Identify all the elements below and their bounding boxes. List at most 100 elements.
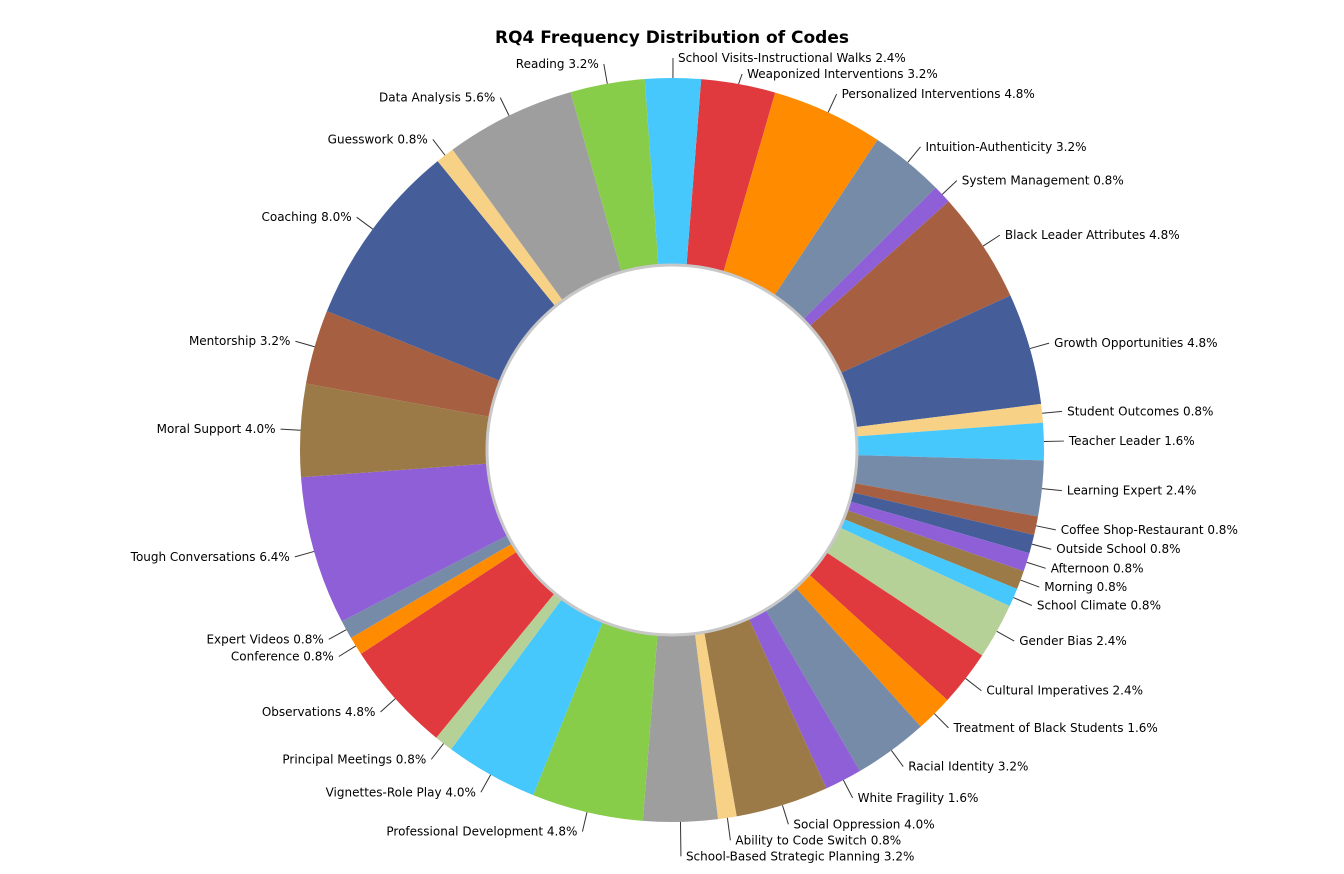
slice-reading bbox=[570, 79, 659, 273]
slice-label-name: School Visits-Instructional Walks bbox=[678, 51, 872, 65]
slice-label-value: 3.2% bbox=[256, 334, 290, 348]
slice-label-value: 4.8% bbox=[543, 825, 577, 839]
slice-label-name: Moral Support bbox=[157, 422, 242, 436]
leader-line-school-climate bbox=[1013, 597, 1033, 606]
slice-label-value: 1.6% bbox=[944, 791, 978, 805]
slice-label-value: 3.2% bbox=[880, 849, 914, 863]
leader-line-ability-to-code-switch bbox=[726, 817, 731, 841]
leader-line-guesswork bbox=[432, 139, 446, 156]
slice-label-data-analysis: Data Analysis 5.6% bbox=[379, 91, 495, 105]
slice-label-system-management: System Management 0.8% bbox=[962, 174, 1124, 188]
leader-line-mentorship bbox=[295, 340, 315, 348]
slice-label-value: 4.8% bbox=[1183, 336, 1217, 350]
slice-label-value: 0.8% bbox=[289, 632, 323, 646]
slice-label-name: Black Leader Attributes bbox=[1005, 228, 1145, 242]
slice-label-name: Growth Opportunities bbox=[1054, 336, 1183, 350]
slice-school-climate bbox=[839, 519, 1018, 607]
slice-label-value: 4.8% bbox=[341, 705, 375, 719]
leader-line-moral-support bbox=[280, 428, 301, 431]
slice-racial-identity bbox=[765, 587, 921, 772]
slice-label-name: Social Oppression bbox=[793, 817, 900, 831]
slice-label-cultural-imperatives: Cultural Imperatives 2.4% bbox=[986, 684, 1143, 698]
slice-conference bbox=[350, 543, 518, 654]
slice-label-name: Learning Expert bbox=[1067, 484, 1163, 498]
slice-system-management bbox=[803, 187, 949, 327]
slice-coaching bbox=[326, 161, 556, 381]
slice-label-guesswork: Guesswork 0.8% bbox=[328, 132, 428, 146]
slice-label-ability-to-code-switch: Ability to Code Switch 0.8% bbox=[735, 833, 901, 847]
slice-outside-school bbox=[849, 492, 1035, 554]
slice-student-outcomes bbox=[855, 403, 1043, 437]
leader-line-gender-bias bbox=[996, 630, 1015, 642]
slice-label-value: 4.0% bbox=[442, 785, 476, 799]
slice-treatment-of-black-students bbox=[795, 574, 948, 727]
leader-line-tough-conversations bbox=[294, 550, 315, 558]
slice-label-name: Mentorship bbox=[189, 334, 256, 348]
leader-line-treatment-of-black-students bbox=[934, 713, 949, 729]
leader-line-system-management bbox=[941, 180, 958, 195]
slice-label-value: 6.4% bbox=[256, 550, 290, 564]
chart-title: RQ4 Frequency Distribution of Codes bbox=[495, 28, 849, 48]
slice-labels-group: Weaponized Interventions 3.2% Personalize… bbox=[130, 51, 1238, 863]
slice-label-name: Cultural Imperatives bbox=[986, 684, 1108, 698]
leader-line-coaching bbox=[356, 216, 374, 230]
slice-label-name: Tough Conversations bbox=[130, 550, 256, 564]
slice-gender-bias bbox=[826, 527, 1010, 656]
slice-label-name: Conference bbox=[231, 650, 300, 664]
slice-label-student-outcomes: Student Outcomes 0.8% bbox=[1067, 404, 1213, 418]
slice-label-name: Ability to Code Switch bbox=[735, 833, 867, 847]
slice-label-value: 2.4% bbox=[1092, 634, 1126, 648]
slice-label-moral-support: Moral Support 4.0% bbox=[157, 422, 276, 436]
slice-growth-opportunities bbox=[840, 295, 1042, 428]
slice-label-value: 1.6% bbox=[1124, 721, 1158, 735]
slice-white-fragility bbox=[748, 609, 860, 789]
slice-label-name: Principal Meetings bbox=[282, 752, 392, 766]
slice-label-value: 3.2% bbox=[565, 57, 599, 71]
slice-label-name: Coaching bbox=[261, 210, 317, 224]
slice-label-morning: Morning 0.8% bbox=[1044, 580, 1127, 594]
slice-label-name: Observations bbox=[262, 705, 341, 719]
slice-black-leader-attributes bbox=[809, 201, 1011, 374]
slice-label-value: 0.8% bbox=[1204, 523, 1238, 537]
leader-lines-group bbox=[280, 57, 1064, 857]
slice-school-visits-instructional-walks bbox=[644, 78, 702, 266]
slice-label-black-leader-attributes: Black Leader Attributes 4.8% bbox=[1005, 228, 1180, 242]
slice-label-value: 0.8% bbox=[1109, 561, 1143, 575]
slice-label-expert-videos: Expert Videos 0.8% bbox=[206, 632, 323, 646]
slice-label-principal-meetings: Principal Meetings 0.8% bbox=[282, 752, 426, 766]
leader-line-intuition-authenticity bbox=[907, 146, 921, 163]
leader-line-data-analysis bbox=[499, 97, 510, 116]
slice-label-school-visits-instructional-walks: School Visits-Instructional Walks 2.4% bbox=[678, 51, 906, 65]
slice-label-value: 2.4% bbox=[872, 51, 906, 65]
slice-label-value: 3.2% bbox=[994, 760, 1028, 774]
slice-label-value: 0.8% bbox=[1127, 598, 1161, 612]
slice-label-outside-school: Outside School 0.8% bbox=[1056, 542, 1180, 556]
slice-label-value: 5.6% bbox=[461, 91, 495, 105]
leader-line-white-fragility bbox=[842, 779, 854, 799]
leader-line-expert-videos bbox=[328, 629, 347, 640]
slice-label-value: 0.8% bbox=[394, 132, 428, 146]
leader-line-morning bbox=[1020, 579, 1040, 588]
slice-label-reading: Reading 3.2% bbox=[516, 57, 599, 71]
slice-label-value: 0.8% bbox=[1093, 580, 1127, 594]
leader-line-weaponized-interventions bbox=[738, 73, 743, 85]
slice-label-name: White Fragility bbox=[858, 791, 944, 805]
slice-label-value: 2.4% bbox=[1109, 684, 1143, 698]
slice-label-value: 0.8% bbox=[1146, 542, 1180, 556]
slice-label-school-based-strategic-planning: School-Based Strategic Planning 3.2% bbox=[686, 849, 914, 863]
donut-hole bbox=[485, 263, 859, 637]
leader-line-afternoon bbox=[1026, 561, 1046, 569]
slice-label-name: Gender Bias bbox=[1019, 634, 1092, 648]
slice-label-value: 4.0% bbox=[900, 817, 934, 831]
slice-label-conference: Conference 0.8% bbox=[231, 650, 334, 664]
slice-label-coaching: Coaching 8.0% bbox=[261, 210, 351, 224]
slice-label-coffee-shop-restaurant: Coffee Shop-Restaurant 0.8% bbox=[1061, 523, 1238, 537]
slice-label-name: Professional Development bbox=[386, 825, 543, 839]
slice-label-vignettes-role-play: Vignettes-Role Play 4.0% bbox=[326, 785, 476, 799]
slice-coffee-shop-restaurant bbox=[852, 483, 1038, 536]
slice-tough-conversations bbox=[301, 463, 508, 622]
slice-label-value: 0.8% bbox=[867, 833, 901, 847]
slice-label-value: 0.8% bbox=[392, 752, 426, 766]
slice-label-value: 3.2% bbox=[1052, 140, 1086, 154]
